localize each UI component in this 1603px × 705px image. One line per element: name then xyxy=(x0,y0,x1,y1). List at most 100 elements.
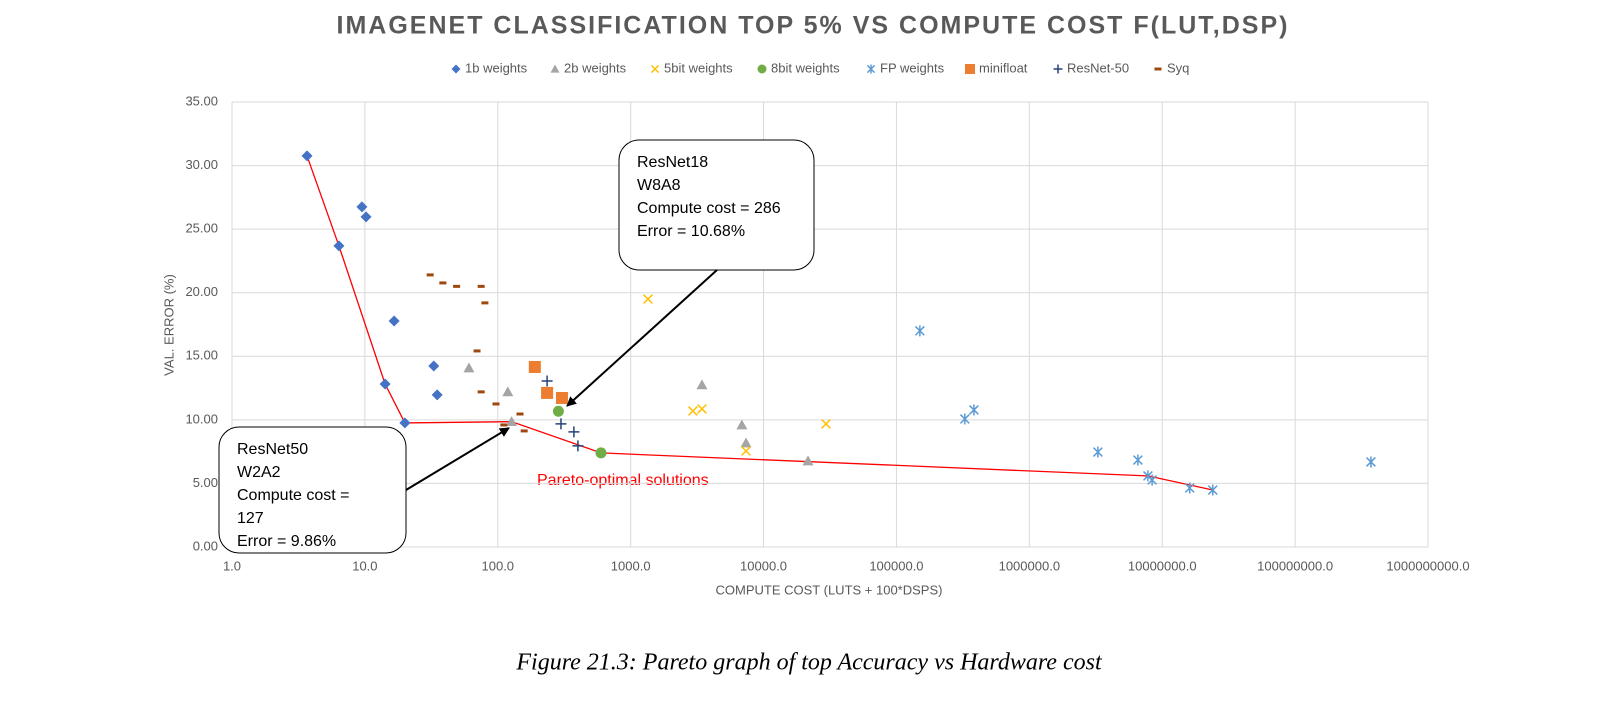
data-point xyxy=(481,301,489,305)
data-point xyxy=(736,419,748,430)
data-point xyxy=(388,315,400,327)
x-tick-label: 10000.0 xyxy=(740,558,787,573)
data-point xyxy=(301,150,313,162)
legend-marker xyxy=(757,64,767,74)
legend-label: 5bit weights xyxy=(664,60,733,75)
y-tick-label: 35.00 xyxy=(185,93,218,108)
data-point xyxy=(555,418,567,430)
legend-label: FP weights xyxy=(880,60,945,75)
data-point xyxy=(741,446,751,456)
callout-text: Error = 10.68% xyxy=(637,223,745,240)
legend-marker xyxy=(650,64,660,74)
y-tick-label: 20.00 xyxy=(185,284,218,299)
x-tick-label: 1000000000.0 xyxy=(1386,558,1469,573)
data-point xyxy=(502,386,514,397)
data-point xyxy=(687,406,698,416)
data-point xyxy=(541,375,553,387)
data-point xyxy=(477,284,485,288)
legend-marker xyxy=(451,64,461,74)
data-point xyxy=(473,349,481,353)
callout: ResNet18 W8A8 Compute cost = 286 Error =… xyxy=(566,139,815,407)
data-point xyxy=(1132,454,1143,466)
y-tick-label: 10.00 xyxy=(185,411,218,426)
legend-marker xyxy=(1154,67,1162,71)
legend-marker xyxy=(550,64,560,73)
legend-label: minifloat xyxy=(979,60,1028,75)
x-tick-label: 1.0 xyxy=(223,558,241,573)
legend-label: 2b weights xyxy=(564,60,627,75)
y-tick-label: 15.00 xyxy=(185,348,218,363)
data-point xyxy=(431,389,443,401)
data-point xyxy=(959,413,970,425)
data-point xyxy=(552,405,564,417)
x-tick-label: 100.0 xyxy=(482,558,515,573)
x-tick-label: 10000000.0 xyxy=(1128,558,1197,573)
y-tick-label: 30.00 xyxy=(185,157,218,172)
data-point xyxy=(1147,474,1158,486)
y-tick-label: 5.00 xyxy=(193,475,218,490)
callout-text: Compute cost = xyxy=(237,487,350,504)
data-point xyxy=(528,360,541,373)
data-point xyxy=(595,447,607,459)
legend-label: ResNet-50 xyxy=(1067,60,1129,75)
data-point xyxy=(333,240,345,252)
x-tick-label: 10.0 xyxy=(352,558,377,573)
data-point xyxy=(426,273,434,277)
x-tick-label: 100000.0 xyxy=(869,558,923,573)
legend-label: 8bit weights xyxy=(771,60,840,75)
callout: ResNet50 W2A2 Compute cost = 127 Error =… xyxy=(218,426,510,554)
data-point xyxy=(821,418,831,429)
y-tick-label: 25.00 xyxy=(185,221,218,236)
data-point xyxy=(541,386,554,399)
legend-marker xyxy=(1053,64,1063,74)
legend-marker xyxy=(866,64,876,74)
x-tick-label: 100000000.0 xyxy=(1257,558,1333,573)
data-point xyxy=(453,284,461,288)
pareto-line xyxy=(306,155,1213,491)
callout-text: 127 xyxy=(237,510,264,527)
data-point xyxy=(399,417,411,429)
y-tick-label: 0.00 xyxy=(193,538,218,553)
data-point xyxy=(516,412,524,416)
figure-caption: Figure 21.3: Pareto graph of top Accurac… xyxy=(515,650,1103,676)
callout-text: Error = 9.86% xyxy=(237,533,336,550)
y-axis-title: VAL. ERROR (%) xyxy=(161,274,176,376)
data-point xyxy=(914,325,925,337)
data-point xyxy=(492,402,500,406)
data-point xyxy=(520,429,528,433)
legend-label: 1b weights xyxy=(465,60,528,75)
data-point xyxy=(568,426,580,438)
data-point xyxy=(439,281,447,285)
data-point xyxy=(696,379,708,390)
x-axis-title: COMPUTE COST (LUTS + 100*DSPS) xyxy=(716,582,943,597)
pareto-label: Pareto-optimal solutions xyxy=(537,472,709,489)
data-point xyxy=(969,404,979,416)
callout-text: W8A8 xyxy=(637,177,681,194)
callout-text: W2A2 xyxy=(237,464,281,481)
chart-title: IMAGENET CLASSIFICATION TOP 5% VS COMPUT… xyxy=(337,12,1290,40)
plot-area: 0.00 5.00 10.00 15.00 20.00 25.00 30.00 35.00 1.… xyxy=(185,93,1469,573)
data-point xyxy=(1092,446,1103,458)
data-point xyxy=(379,378,391,390)
callout-arrow xyxy=(566,269,718,407)
data-point xyxy=(506,416,518,427)
x-tick-label: 1000.0 xyxy=(611,558,651,573)
callout-text: ResNet50 xyxy=(237,441,308,458)
legend-label: Syq xyxy=(1167,60,1189,75)
data-point xyxy=(643,294,653,305)
data-point xyxy=(463,362,475,373)
data-point xyxy=(802,455,814,466)
data-point xyxy=(740,437,752,448)
data-point xyxy=(572,440,584,452)
callout-text: Compute cost = 286 xyxy=(637,200,781,217)
legend: 1b weights 2b weights 5bit weights 8bit wei… xyxy=(451,60,1189,75)
x-tick-label: 1000000.0 xyxy=(999,558,1060,573)
data-point xyxy=(428,360,440,372)
callout-arrow xyxy=(405,427,510,491)
legend-marker xyxy=(965,64,975,74)
data-point xyxy=(477,390,485,394)
data-point xyxy=(500,423,508,427)
data-point xyxy=(356,201,368,213)
data-point xyxy=(555,391,568,404)
